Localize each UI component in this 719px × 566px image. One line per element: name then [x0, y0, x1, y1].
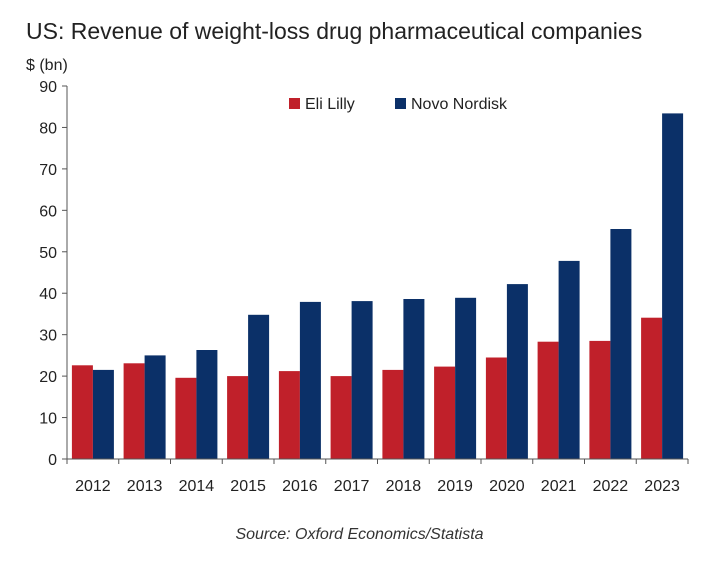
bar-eli-lilly-2014	[175, 377, 197, 459]
x-tick-label: 2021	[541, 478, 577, 495]
x-tick-label: 2017	[334, 478, 370, 495]
bar-novo-nordisk-2020	[506, 284, 528, 459]
bar-novo-nordisk-2013	[144, 355, 166, 459]
legend-swatch-eli-lilly	[289, 98, 300, 109]
axes-group: 0 10 20 30 40 50 60 70 80 90 2012 2013 2014 2015 2016 2…	[39, 79, 689, 495]
x-tick-label: 2019	[437, 478, 473, 495]
y-tick-label: 30	[39, 328, 57, 345]
x-tick-label: 2018	[386, 478, 422, 495]
y-tick-label: 80	[39, 120, 57, 137]
y-axis-label: $ (bn)	[26, 57, 68, 74]
bar-eli-lilly-2018	[382, 369, 404, 459]
x-tick-label: 2014	[179, 478, 215, 495]
y-tick-label: 60	[39, 203, 57, 220]
legend-swatch-novo-nordisk	[395, 98, 406, 109]
bar-eli-lilly-2021	[537, 341, 559, 459]
x-tick-label: 2012	[75, 478, 111, 495]
x-tick-label: 2013	[127, 478, 163, 495]
bar-novo-nordisk-2016	[299, 301, 321, 459]
bar-novo-nordisk-2018	[403, 299, 425, 459]
bar-novo-nordisk-2014	[196, 350, 218, 459]
bar-novo-nordisk-2021	[558, 260, 580, 459]
y-tick-label: 70	[39, 162, 57, 179]
y-tick-label: 90	[39, 79, 57, 96]
x-tick-label: 2022	[593, 478, 629, 495]
y-tick-label: 10	[39, 411, 57, 428]
bar-eli-lilly-2012	[71, 365, 93, 459]
source-note: Source: Oxford Economics/Statista	[235, 526, 484, 543]
bar-novo-nordisk-2023	[662, 113, 684, 460]
bar-eli-lilly-2019	[434, 366, 456, 459]
bar-novo-nordisk-2022	[610, 229, 632, 459]
bar-novo-nordisk-2015	[248, 314, 270, 459]
y-tick-label: 0	[48, 452, 57, 469]
chart-title: US: Revenue of weight-loss drug pharmace…	[26, 18, 643, 44]
legend: Eli Lilly Novo Nordisk	[289, 96, 508, 113]
legend-label-eli-lilly: Eli Lilly	[305, 96, 355, 113]
x-tick-label: 2020	[489, 478, 525, 495]
y-tick-label: 40	[39, 286, 57, 303]
x-tick-label: 2015	[230, 478, 266, 495]
bar-eli-lilly-2015	[227, 376, 249, 459]
bar-novo-nordisk-2019	[455, 297, 477, 459]
bars-group	[71, 113, 684, 460]
bar-eli-lilly-2023	[641, 317, 663, 459]
y-tick-label: 50	[39, 245, 57, 262]
bar-eli-lilly-2013	[123, 363, 145, 459]
y-tick-label: 20	[39, 369, 57, 386]
x-tick-label: 2016	[282, 478, 318, 495]
bar-novo-nordisk-2017	[351, 301, 373, 459]
bar-novo-nordisk-2012	[92, 369, 114, 459]
bar-eli-lilly-2020	[485, 357, 507, 459]
bar-eli-lilly-2022	[589, 340, 611, 459]
bar-eli-lilly-2017	[330, 376, 352, 459]
bar-eli-lilly-2016	[278, 371, 300, 459]
legend-label-novo-nordisk: Novo Nordisk	[411, 96, 508, 113]
x-tick-label: 2023	[644, 478, 680, 495]
